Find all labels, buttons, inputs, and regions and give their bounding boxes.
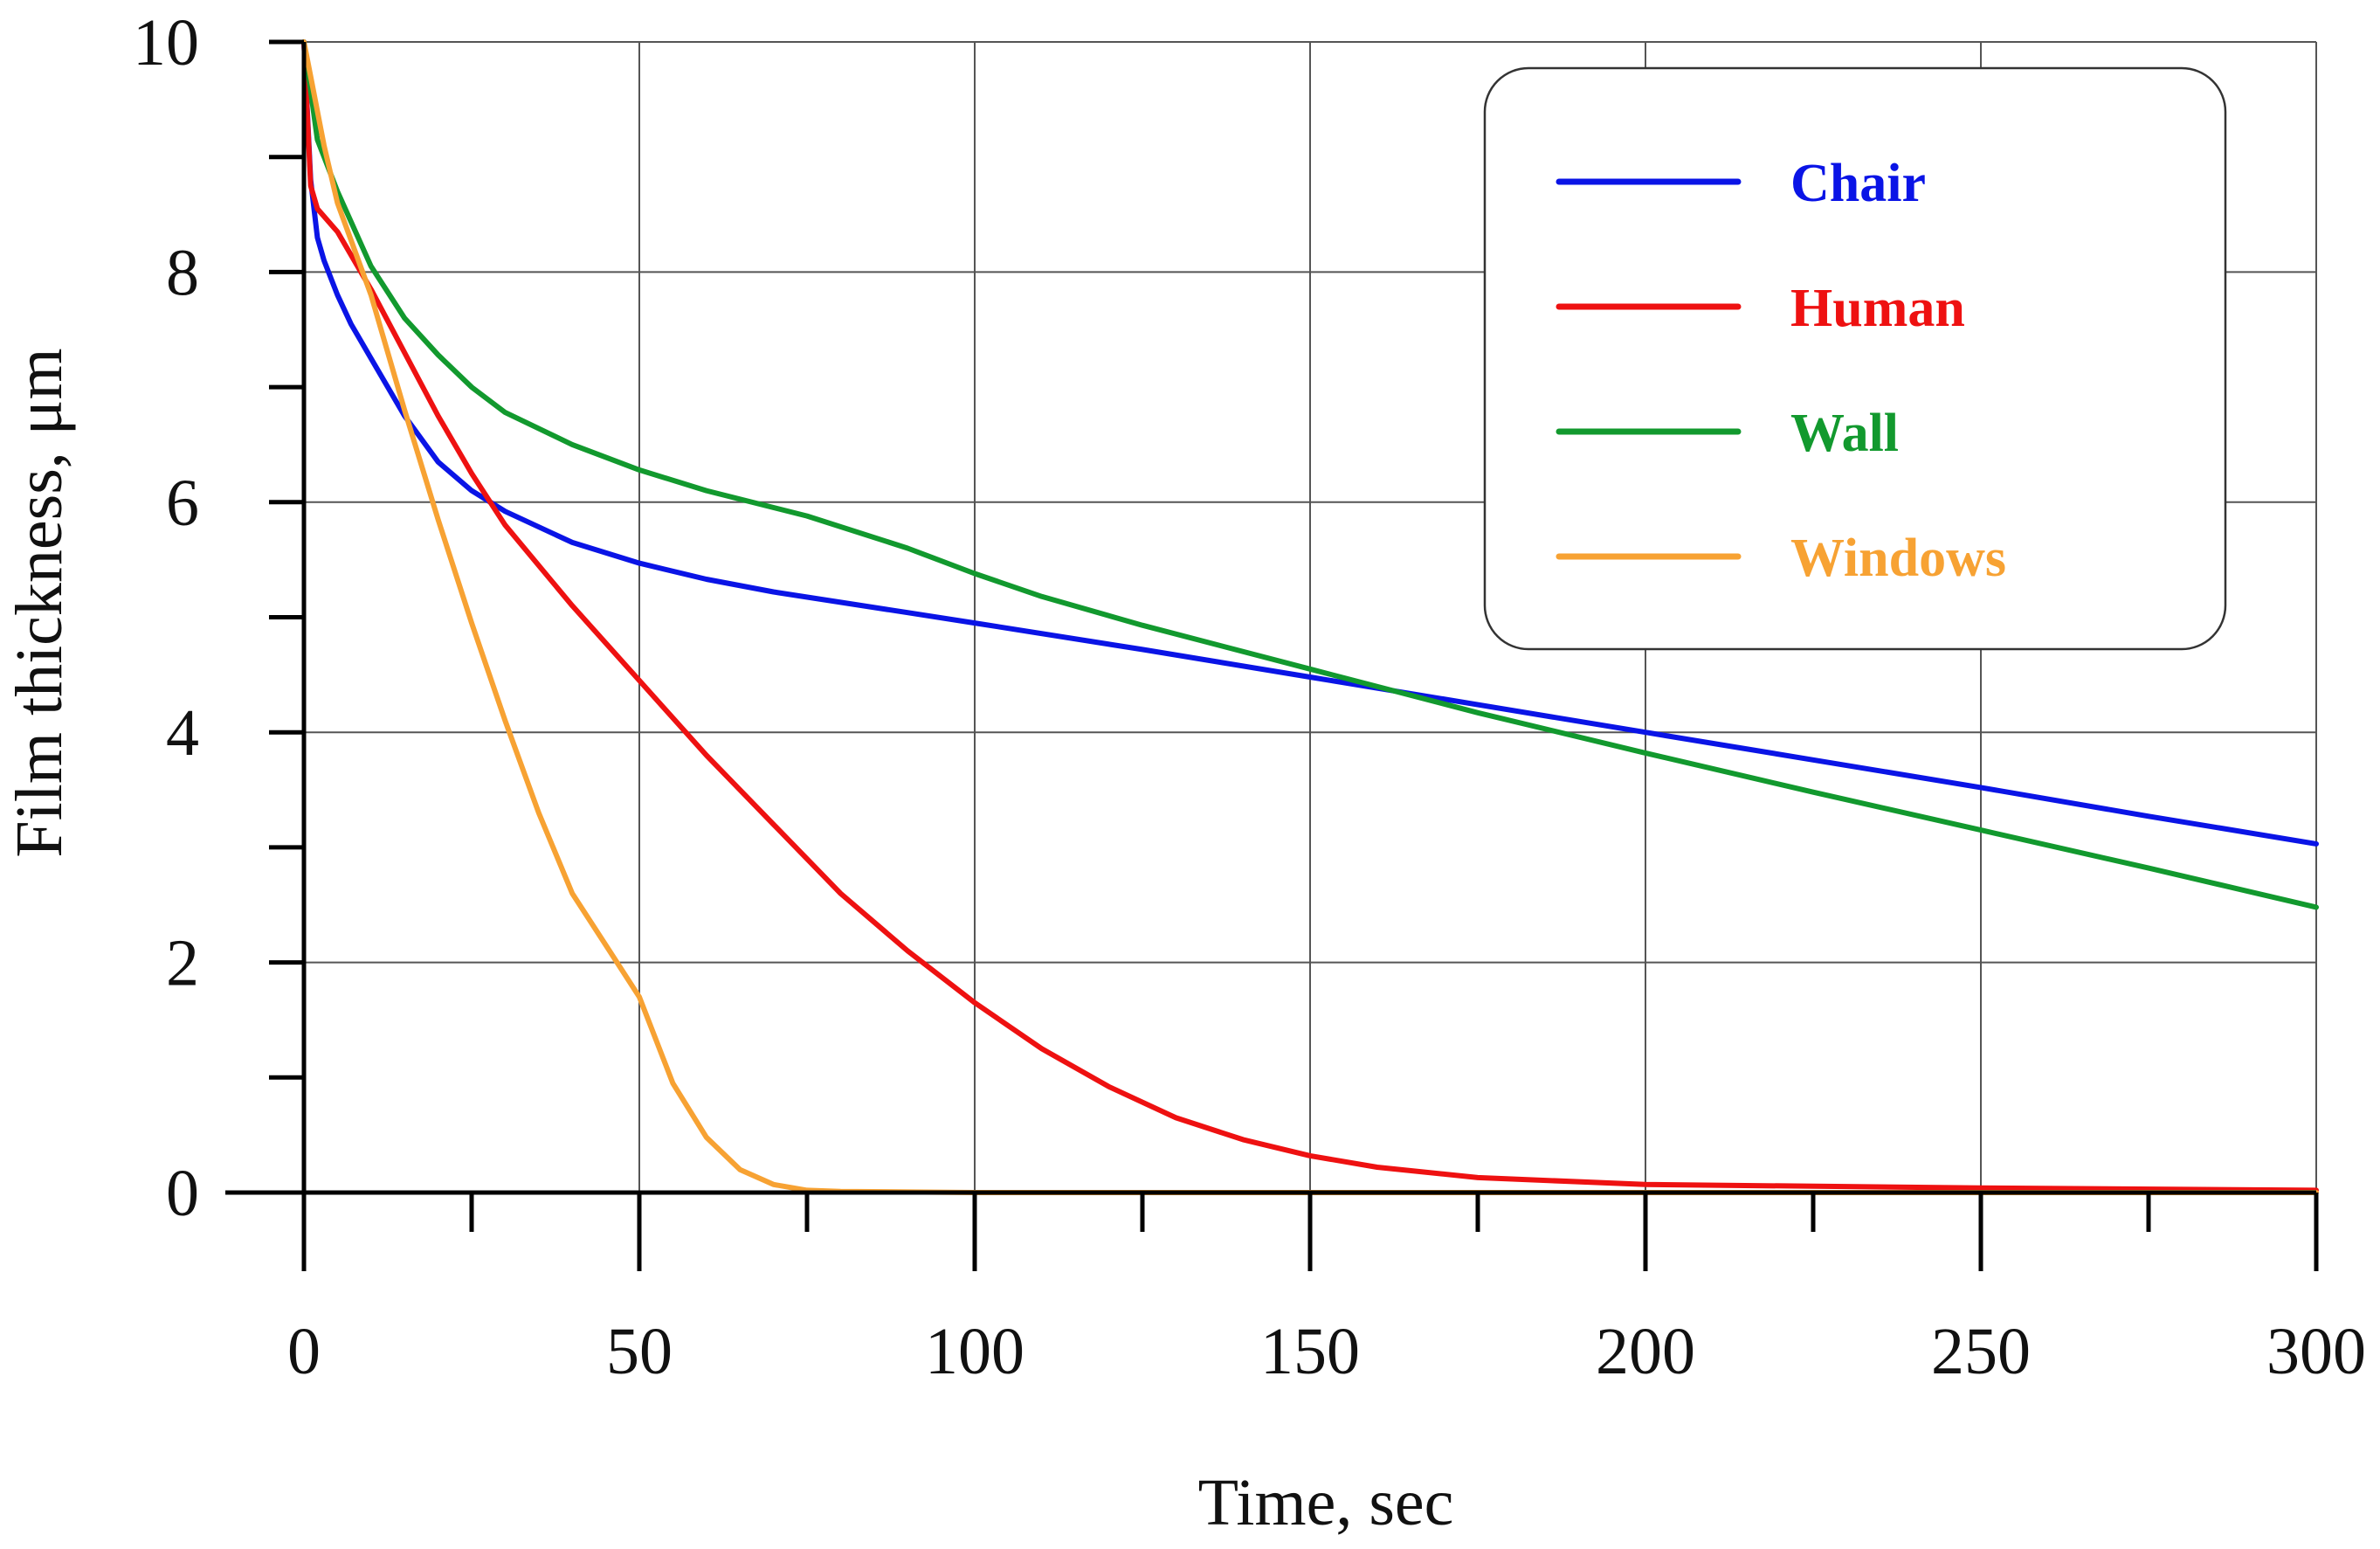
legend: Chair Human Wall Windows [1483, 66, 2227, 651]
legend-label-human: Human [1790, 279, 1965, 338]
axes [225, 39, 2319, 1271]
x-tick-label: 100 [925, 1315, 1024, 1388]
y-tick-label: 8 [166, 236, 199, 309]
series-line-wall [301, 39, 2319, 910]
tick-labels: 0 50 100 150 200 250 300 0 2 4 6 8 10 [133, 6, 2366, 1388]
x-tick-label: 50 [606, 1315, 673, 1388]
series-line-chair [301, 39, 2319, 847]
y-tick-label: 10 [133, 6, 199, 80]
legend-box [1483, 66, 2227, 651]
legend-label-chair: Chair [1790, 154, 1926, 213]
x-tick-label: 150 [1260, 1315, 1360, 1388]
x-tick-label: 250 [1931, 1315, 2031, 1388]
y-tick-label: 2 [166, 927, 199, 1000]
x-axis-title: Time, sec [1198, 1466, 1454, 1539]
y-tick-label: 0 [166, 1157, 199, 1230]
x-tick-label: 300 [2266, 1315, 2366, 1388]
legend-label-wall: Wall [1790, 404, 1899, 463]
x-tick-label: 200 [1596, 1315, 1695, 1388]
x-tick-label: 0 [287, 1315, 321, 1388]
series-line-human [301, 39, 2319, 1193]
series-line-windows [301, 39, 2319, 1195]
y-tick-label: 6 [166, 467, 199, 540]
series-lines [301, 39, 2319, 1195]
y-axis-title: Film thickness, μm [3, 348, 76, 857]
legend-label-windows: Windows [1790, 529, 2006, 588]
y-tick-label: 4 [166, 696, 199, 770]
